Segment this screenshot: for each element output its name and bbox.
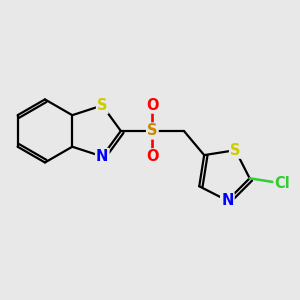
Text: S: S (97, 98, 107, 113)
Text: Cl: Cl (274, 176, 290, 191)
Text: N: N (96, 149, 109, 164)
Text: O: O (146, 149, 159, 164)
Text: S: S (147, 124, 158, 139)
Text: S: S (230, 143, 241, 158)
Text: N: N (221, 193, 233, 208)
Text: O: O (146, 98, 159, 112)
